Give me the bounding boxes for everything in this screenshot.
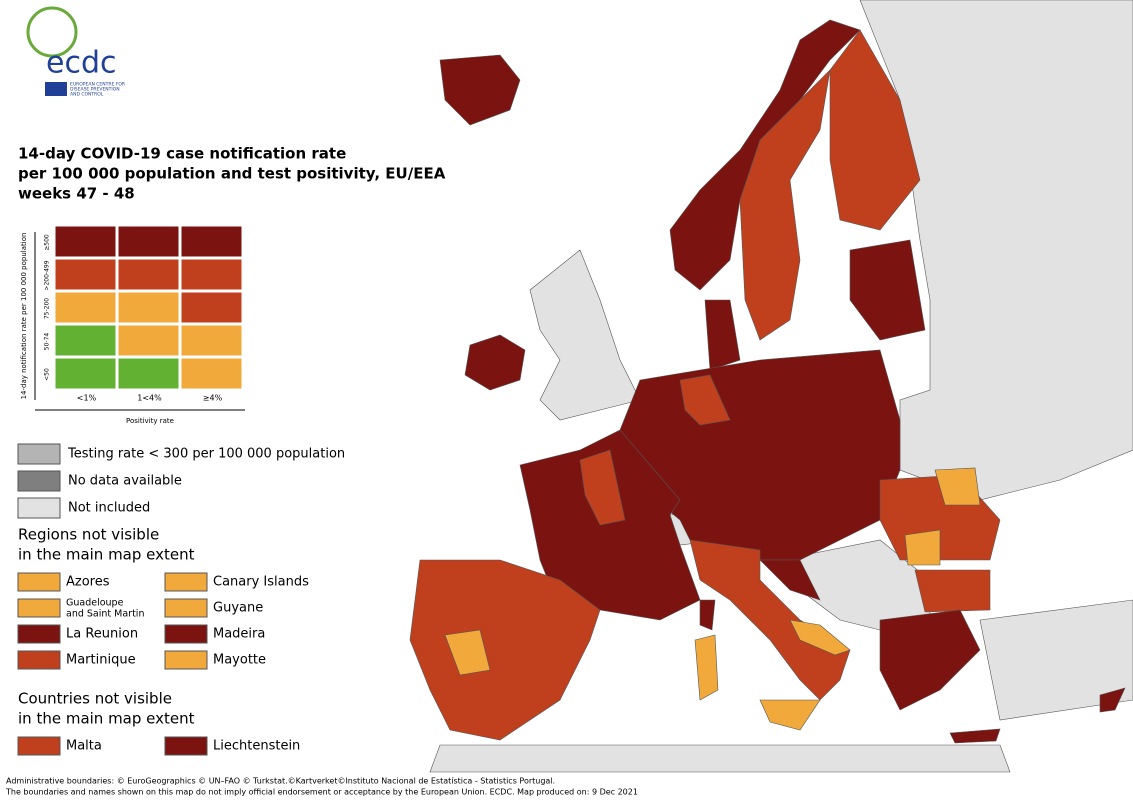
- legend-label: No data available: [68, 474, 182, 489]
- legend-label: and Saint Martin: [66, 609, 144, 620]
- section-heading: Regions not visible: [18, 526, 159, 544]
- region: [759, 559, 821, 601]
- y-axis-label: 14-day notification rate per 100 000 pop…: [20, 233, 28, 400]
- region: [1099, 687, 1126, 713]
- title: weeks 47 - 48: [18, 185, 135, 203]
- legend-swatch: [17, 470, 61, 492]
- section-heading: in the main map extent: [18, 546, 195, 564]
- legend-swatch: [17, 572, 61, 592]
- legend-swatch: [164, 736, 208, 756]
- region: [914, 569, 991, 613]
- row-label: 75-200: [44, 298, 51, 319]
- legend-label: Testing rate < 300 per 100 000 populatio…: [67, 447, 345, 462]
- legend-label: La Reunion: [66, 627, 138, 642]
- matrix-cell: [180, 225, 243, 258]
- legend-label: Madeira: [213, 627, 265, 642]
- section-heading: Countries not visible: [18, 690, 172, 708]
- region: [439, 54, 521, 126]
- footer: The boundaries and names shown on this m…: [5, 788, 638, 797]
- title: 14-day COVID-19 case notification rate: [18, 145, 346, 163]
- legend-swatch: [164, 572, 208, 592]
- eu-flag: [45, 82, 67, 96]
- legend-label: Azores: [66, 575, 110, 590]
- x-axis-label: Positivity rate: [126, 417, 174, 425]
- matrix-cell: [180, 324, 243, 357]
- legend-label: Not included: [68, 501, 150, 516]
- legend-swatch: [17, 736, 61, 756]
- map: [409, 0, 1133, 773]
- legend-swatch: [164, 598, 208, 618]
- region: [949, 728, 1001, 744]
- matrix-cell: [117, 291, 180, 324]
- legend-swatch: [17, 497, 61, 519]
- column-label: 1<4%: [137, 394, 162, 403]
- region: [704, 299, 741, 371]
- region: [699, 599, 716, 631]
- region: [464, 334, 526, 391]
- matrix-cell: [54, 225, 117, 258]
- region: [409, 559, 601, 741]
- region: [739, 69, 831, 341]
- logo: [26, 6, 78, 96]
- matrix-cell: [180, 291, 243, 324]
- non-included-land: [529, 249, 641, 421]
- region: [579, 449, 626, 526]
- legend-label: Mayotte: [213, 653, 266, 668]
- row-label: <50: [44, 368, 51, 381]
- column-label: ≥4%: [203, 394, 223, 403]
- region: [694, 634, 719, 701]
- legend-label: Malta: [66, 739, 102, 754]
- matrix-cell: [117, 324, 180, 357]
- section-heading: in the main map extent: [18, 710, 195, 728]
- row-label: ≥500: [44, 234, 51, 251]
- region: [934, 467, 981, 506]
- region: [829, 29, 921, 231]
- region: [849, 239, 926, 341]
- matrix-cell: [180, 357, 243, 390]
- logo-subtitle: EUROPEAN CENTRE FOR: [70, 82, 125, 88]
- region: [759, 699, 821, 731]
- region: [789, 619, 851, 656]
- legend-label: Martinique: [66, 653, 136, 668]
- logo-subtitle: AND CONTROL: [70, 92, 104, 98]
- legend-label: Canary Islands: [213, 575, 309, 590]
- row-label: 50-74: [44, 333, 51, 351]
- matrix-cell: [54, 291, 117, 324]
- matrix-cell: [180, 258, 243, 291]
- footer: Administrative boundaries: © EuroGeograp…: [6, 777, 555, 786]
- matrix-cell: [54, 324, 117, 357]
- matrix-cell: [54, 357, 117, 390]
- column-label: <1%: [77, 394, 97, 403]
- logo-globe: [26, 6, 78, 58]
- legend-label: Liechtenstein: [213, 739, 300, 754]
- non-included-land: [429, 744, 1011, 773]
- matrix-cell: [117, 258, 180, 291]
- title: per 100 000 population and test positivi…: [18, 165, 446, 183]
- non-included-land: [979, 599, 1133, 721]
- legend-swatch: [164, 650, 208, 670]
- logo-name: ecdc: [46, 46, 117, 81]
- region: [669, 19, 861, 291]
- legend-label: Guyane: [213, 601, 263, 616]
- legend-swatch: [164, 624, 208, 644]
- legend-swatch: [17, 443, 61, 465]
- matrix-cell: [117, 225, 180, 258]
- region: [689, 539, 851, 701]
- legend-swatch: [17, 624, 61, 644]
- row-label: >200-499: [44, 260, 51, 290]
- region: [879, 609, 981, 711]
- legend-label: Guadeloupe: [66, 598, 124, 609]
- region: [904, 529, 941, 566]
- legend-swatch: [17, 598, 61, 618]
- logo-subtitle: DISEASE PREVENTION: [70, 87, 120, 93]
- matrix-cell: [54, 258, 117, 291]
- matrix-cell: [117, 357, 180, 390]
- region: [444, 629, 491, 676]
- legend-swatch: [17, 650, 61, 670]
- region: [679, 374, 731, 426]
